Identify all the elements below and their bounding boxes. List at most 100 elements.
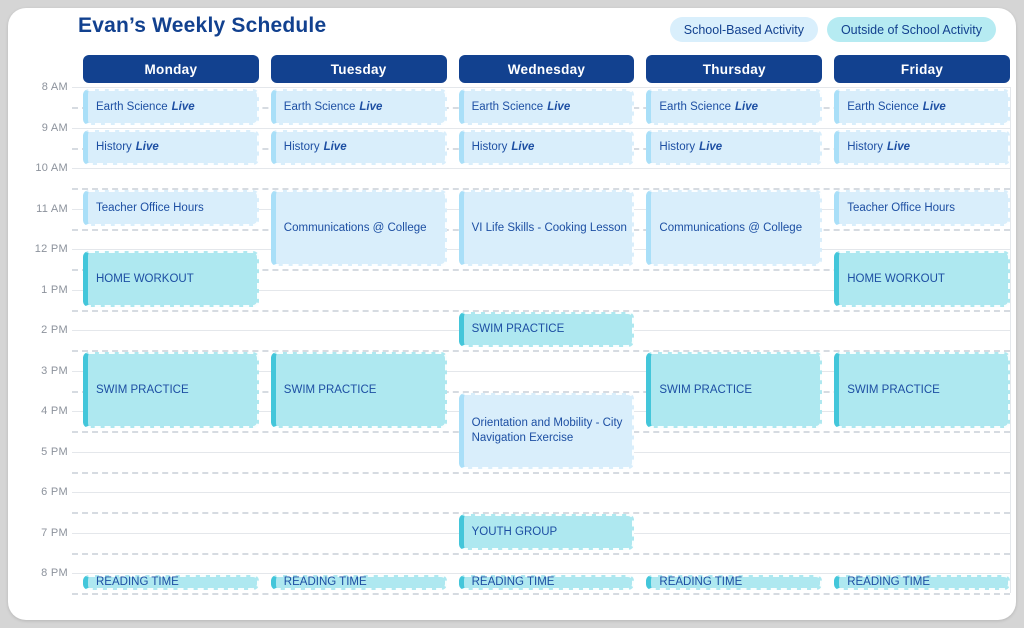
event-label: Earth Science [659, 100, 731, 113]
event-block[interactable]: READING TIME [646, 575, 823, 591]
event-live-tag: Live [735, 100, 759, 113]
event-block[interactable]: History Live [646, 129, 823, 165]
event-label: History [471, 141, 508, 154]
event-block[interactable]: History Live [270, 129, 447, 165]
event-label: History [283, 141, 320, 154]
event-label: SWIM PRACTICE [471, 323, 565, 336]
time-label: 6 PM [41, 486, 68, 498]
time-label: 12 PM [34, 243, 68, 255]
day-header-friday: Friday [834, 55, 1010, 83]
event-block[interactable]: HOME WORKOUT [83, 251, 259, 307]
event-block[interactable]: Earth Science Live [458, 89, 635, 125]
event-block[interactable]: Communications @ College [646, 190, 823, 267]
event-block[interactable]: VI Life Skills - Cooking Lesson [458, 190, 635, 267]
half-hour-gridline [72, 593, 1010, 596]
legend-chip-school-label: School-Based Activity [683, 22, 804, 37]
event-block[interactable]: HOME WORKOUT [834, 251, 1010, 307]
event-block[interactable]: Earth Science Live [83, 89, 259, 125]
grid-right-border [1010, 87, 1011, 594]
half-hour-gridline [72, 552, 1010, 555]
hour-gridline [72, 87, 1010, 88]
event-live-tag: Live [511, 141, 535, 154]
event-label: History [659, 141, 696, 154]
day-header-label: Tuesday [330, 61, 387, 77]
event-label: READING TIME [283, 576, 367, 589]
event-label: VI Life Skills - Cooking Lesson [471, 222, 627, 235]
event-block[interactable]: Earth Science Live [834, 89, 1010, 125]
event-block[interactable]: READING TIME [834, 575, 1010, 591]
event-label: Earth Science [471, 100, 544, 113]
event-live-tag: Live [135, 141, 159, 154]
day-header-monday: Monday [83, 55, 259, 83]
event-label: HOME WORKOUT [847, 272, 945, 285]
event-live-tag: Live [547, 100, 571, 113]
hour-gridline [72, 492, 1010, 493]
event-label: READING TIME [847, 576, 931, 589]
day-header-label: Thursday [702, 61, 766, 77]
event-label: Earth Science [847, 100, 919, 113]
event-label: READING TIME [471, 576, 555, 589]
event-block[interactable]: Teacher Office Hours [834, 190, 1010, 226]
event-label: READING TIME [659, 576, 743, 589]
legend-chip-outside-school[interactable]: Outside of School Activity [826, 17, 996, 42]
event-block[interactable]: SWIM PRACTICE [270, 352, 447, 429]
event-label: Earth Science [283, 100, 356, 113]
event-live-tag: Live [323, 141, 347, 154]
day-header-tuesday: Tuesday [270, 55, 447, 83]
legend-chip-school-based[interactable]: School-Based Activity [669, 17, 818, 42]
hour-gridline [72, 127, 1010, 129]
event-label: Earth Science [96, 100, 168, 113]
event-block[interactable]: Orientation and Mobility - City Navigati… [458, 392, 635, 469]
schedule-card: Evan’s Weekly Schedule School-Based Acti… [8, 8, 1016, 620]
event-label: SWIM PRACTICE [96, 384, 189, 397]
time-label: 8 AM [41, 81, 68, 93]
event-block[interactable]: YOUTH GROUP [458, 514, 635, 550]
time-label: 1 PM [41, 283, 68, 296]
event-label: Communications @ College [659, 222, 803, 235]
event-block[interactable]: History Live [83, 129, 259, 165]
event-label: History [847, 141, 883, 154]
event-block[interactable]: History Live [834, 129, 1010, 165]
event-block[interactable]: Earth Science Live [646, 89, 823, 125]
event-label: SWIM PRACTICE [847, 384, 940, 397]
calendar-grid: 8 AM 9 AM 10 AM 11 AM 12 PM 1 PM 2 PM 3 PM 4 PM 5… [8, 8, 1016, 620]
event-live-tag: Live [171, 100, 195, 113]
event-label: History [96, 141, 132, 154]
event-block[interactable]: READING TIME [83, 575, 259, 591]
event-block[interactable]: READING TIME [270, 575, 447, 591]
time-label: 7 PM [41, 526, 68, 539]
event-label: Communications @ College [283, 222, 427, 235]
event-block[interactable]: Earth Science Live [270, 89, 447, 125]
event-block[interactable]: SWIM PRACTICE [83, 352, 259, 429]
event-label: Orientation and Mobility - City Navigati… [471, 417, 623, 444]
event-block[interactable]: SWIM PRACTICE [458, 311, 635, 348]
event-live-tag: Live [359, 100, 383, 113]
event-live-tag: Live [699, 141, 723, 154]
time-label: 11 AM [36, 202, 68, 215]
event-block[interactable]: Teacher Office Hours [83, 190, 259, 226]
event-block[interactable]: SWIM PRACTICE [646, 352, 823, 429]
half-hour-gridline [72, 471, 1010, 474]
time-label: 9 AM [41, 121, 68, 134]
event-block[interactable]: History Live [458, 129, 635, 165]
page-title: Evan’s Weekly Schedule [78, 14, 327, 37]
time-label: 2 PM [41, 324, 68, 336]
event-block[interactable]: SWIM PRACTICE [834, 352, 1010, 429]
event-label: SWIM PRACTICE [283, 384, 377, 397]
day-header-label: Wednesday [507, 61, 586, 77]
event-label: Teacher Office Hours [96, 201, 204, 214]
time-label: 8 PM [41, 567, 68, 579]
legend-chip-outside-label: Outside of School Activity [840, 22, 982, 37]
legend: School-Based Activity Outside of School … [669, 17, 996, 42]
day-header-label: Friday [900, 61, 944, 77]
event-label: HOME WORKOUT [96, 272, 194, 285]
hour-gridline [72, 573, 1010, 574]
day-header-label: Monday [144, 61, 198, 77]
event-live-tag: Live [886, 141, 910, 154]
event-block[interactable]: Communications @ College [270, 190, 447, 267]
event-label: YOUTH GROUP [471, 525, 558, 538]
time-label: 3 PM [41, 364, 68, 377]
day-header-wednesday: Wednesday [458, 55, 635, 83]
event-block[interactable]: READING TIME [458, 575, 635, 591]
event-live-tag: Live [922, 100, 946, 113]
